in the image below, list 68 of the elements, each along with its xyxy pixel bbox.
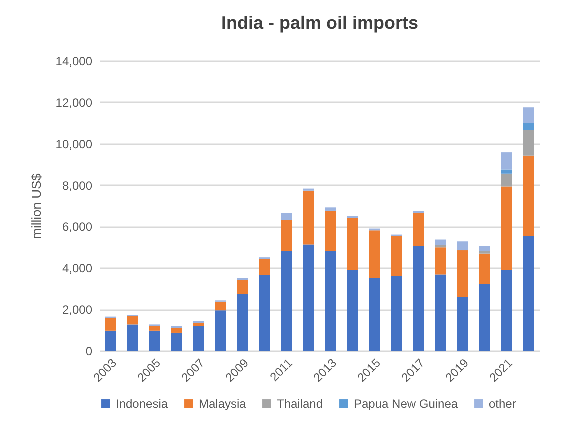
bar (458, 242, 468, 251)
bar (282, 220, 292, 251)
bar (150, 326, 160, 331)
bar (502, 270, 512, 351)
bar (414, 213, 424, 246)
legend-label: other (489, 397, 516, 411)
bar (436, 274, 446, 351)
y-tick-label: 0 (86, 344, 93, 358)
bar (260, 259, 270, 276)
bar (172, 328, 182, 333)
bar (216, 310, 226, 351)
bar (260, 275, 270, 351)
legend-label: Indonesia (116, 397, 168, 411)
y-tick-label: 8,000 (62, 178, 93, 193)
legend-label: Papua New Guinea (354, 397, 458, 411)
bar (282, 213, 292, 220)
bar (458, 297, 468, 351)
bar (194, 326, 204, 351)
bar (172, 332, 182, 351)
bar (480, 254, 490, 284)
bar (326, 210, 336, 251)
bar (348, 218, 358, 270)
bar (106, 330, 116, 351)
bar (304, 190, 314, 245)
bar (392, 236, 402, 276)
bar (216, 302, 226, 311)
legend-label: Thailand (277, 397, 324, 411)
bar (524, 123, 534, 130)
bar (524, 108, 534, 124)
legend-label: Malaysia (199, 397, 247, 411)
bar (238, 280, 248, 294)
bar (370, 230, 380, 278)
bar (348, 270, 358, 351)
y-tick-label: 6,000 (62, 220, 93, 234)
bar (502, 170, 512, 174)
bar (150, 330, 160, 351)
bar (194, 323, 204, 326)
y-tick-label: 12,000 (56, 96, 93, 110)
bar (524, 130, 534, 156)
y-tick-label: 10,000 (56, 137, 93, 152)
y-tick-label: 4,000 (62, 262, 93, 276)
bar (370, 278, 380, 351)
bar (106, 318, 116, 331)
bar (128, 316, 138, 325)
bar (326, 208, 336, 211)
bar (502, 174, 512, 187)
bar (326, 250, 336, 351)
bar (480, 246, 490, 252)
bar (392, 276, 402, 351)
bar (238, 294, 248, 351)
bar (128, 324, 138, 351)
y-axis-title: million US$ (28, 172, 44, 240)
bar (436, 245, 446, 248)
bar (480, 284, 490, 351)
chart-title: India - palm oil imports (221, 13, 419, 33)
y-tick-label: 2,000 (62, 303, 93, 318)
bar (480, 251, 490, 254)
bar (524, 236, 534, 351)
bar (282, 250, 292, 351)
bar (304, 244, 314, 351)
bar (414, 246, 424, 351)
bar (502, 186, 512, 270)
bar (458, 250, 468, 298)
bar (436, 240, 446, 246)
bar (524, 156, 534, 236)
bar (436, 248, 446, 275)
y-tick-label: 14,000 (56, 54, 93, 68)
bar (502, 152, 512, 170)
